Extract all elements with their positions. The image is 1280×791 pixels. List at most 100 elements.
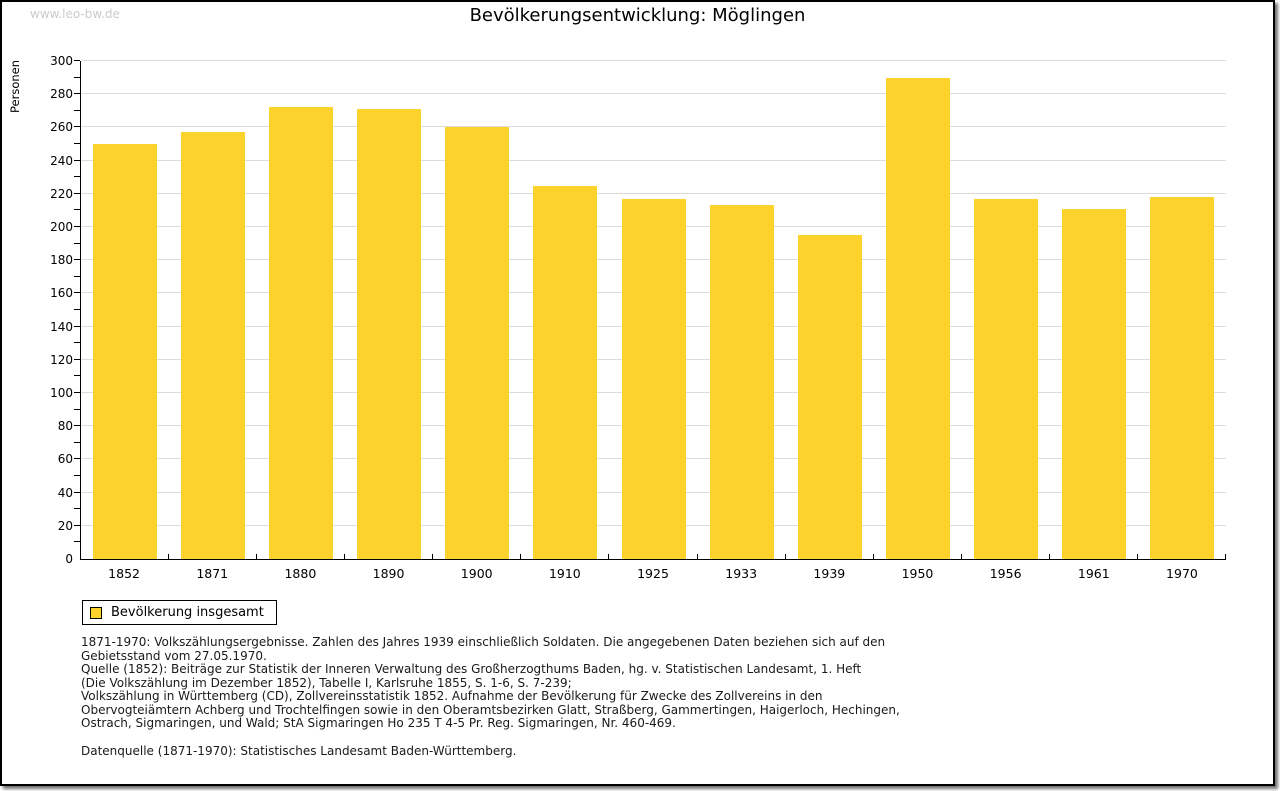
y-tick-label: 300	[50, 54, 73, 68]
y-tick	[74, 375, 80, 377]
bar-1880	[269, 107, 334, 559]
y-tick-label: 20	[57, 518, 73, 533]
plot-area: 0 20 40 60 80 100 120 140 160 180 200 220 240 260 280 3…	[50, 54, 1226, 566]
bar-cell	[1138, 61, 1226, 559]
bar-cell	[786, 61, 874, 559]
y-tick-label: 100	[50, 385, 73, 400]
bar-1956	[973, 198, 1038, 559]
bar-1890	[357, 109, 422, 559]
bar-cell	[962, 61, 1050, 559]
y-tick-label: 120	[50, 352, 73, 367]
x-tick-label: 1950	[901, 566, 934, 581]
y-tick	[74, 358, 80, 360]
legend-box: Bevölkerung insgesamt	[82, 600, 277, 625]
y-tick-label: 140	[50, 319, 73, 334]
y-tick	[74, 225, 80, 227]
bar-1933	[709, 205, 774, 559]
y-tick	[74, 159, 80, 161]
x-tick	[520, 554, 522, 559]
y-tick-label: 200	[50, 219, 73, 234]
footnote-line: Volkszählung in Württemberg (CD), Zollve…	[81, 689, 823, 703]
bar-1910	[533, 185, 598, 559]
y-tick	[74, 60, 80, 61]
y-tick-label: 160	[50, 286, 73, 301]
y-tick	[74, 325, 80, 327]
page-title: Bevölkerungsentwicklung: Möglingen	[469, 5, 806, 26]
x-tick-label: 1939	[813, 566, 846, 581]
x-tick	[608, 554, 610, 559]
bar-series	[81, 61, 1226, 559]
x-tick-label: 1910	[548, 566, 581, 581]
x-axis-labels: 1852 1871 1880 1890 1900 1910 1925 1933 1939 1950…	[80, 566, 1226, 581]
y-tick-label: 280	[50, 87, 73, 102]
footnote-line: (Die Volkszählung im Dezember 1852), Tab…	[81, 675, 572, 690]
y-tick	[74, 275, 80, 277]
y-tick	[74, 176, 80, 178]
y-tick	[74, 475, 80, 476]
x-tick	[344, 554, 346, 559]
gridline	[81, 60, 1226, 61]
bar-cell	[874, 61, 962, 559]
bar-cell	[345, 61, 433, 559]
gridline	[81, 93, 1226, 95]
y-tick	[74, 491, 80, 493]
gridline	[81, 192, 1226, 194]
y-tick	[74, 209, 80, 211]
gridline	[81, 159, 1226, 161]
x-tick	[872, 554, 874, 559]
y-tick-label: 240	[50, 153, 73, 168]
y-tick-label: 220	[50, 186, 73, 201]
y-tick	[74, 425, 80, 427]
bar-cell	[169, 61, 257, 559]
y-tick-label: 40	[57, 485, 73, 500]
bar-1925	[621, 198, 686, 559]
bar-cell	[81, 61, 169, 559]
x-tick	[1048, 554, 1050, 559]
y-tick	[74, 142, 80, 144]
x-tick-label: 1961	[1077, 566, 1110, 581]
x-tick	[960, 554, 962, 559]
y-tick	[74, 292, 80, 294]
y-tick-label: 260	[50, 120, 73, 135]
bar-cell	[521, 61, 609, 559]
y-tick	[74, 458, 80, 460]
x-tick-label: 1933	[725, 566, 758, 581]
bar-1900	[445, 127, 510, 559]
y-tick	[74, 441, 80, 443]
bar-1970	[1149, 197, 1214, 559]
x-tick-label: 1890	[372, 566, 405, 581]
bar-1939	[797, 235, 862, 559]
y-tick-label: 180	[50, 253, 73, 268]
data-source-line: Datenquelle (1871-1970): Statistisches L…	[81, 743, 517, 758]
footnote-line: 1871-1970: Volkszählungsergebnisse. Zahl…	[81, 635, 886, 649]
bar-1950	[885, 77, 950, 559]
bar-cell	[609, 61, 697, 559]
bar-1852	[93, 144, 158, 559]
y-tick-label: 60	[57, 452, 73, 467]
x-tick	[1136, 554, 1138, 559]
y-tick	[74, 259, 80, 261]
watermark-url: www.leo-bw.de	[30, 7, 120, 21]
y-tick	[74, 408, 80, 410]
x-tick-label: 1900	[460, 566, 493, 581]
legend-swatch-icon	[90, 606, 102, 619]
y-tick	[74, 126, 80, 128]
y-tick-label: 80	[57, 419, 73, 434]
y-axis-title: Personen	[8, 59, 22, 113]
footnote-line: Quelle (1852): Beiträge zur Statistik de…	[81, 662, 862, 676]
x-tick-label: 1970	[1166, 566, 1198, 581]
y-tick	[74, 93, 80, 95]
footnote-line: Obervogteiämtern Achberg und Trochtelfin…	[81, 702, 900, 717]
y-tick	[74, 76, 80, 78]
y-tick	[74, 192, 80, 194]
x-tick	[1225, 554, 1226, 559]
y-tick	[74, 508, 80, 510]
y-tick	[74, 242, 80, 244]
gridline	[81, 126, 1226, 128]
bar-cell	[1050, 61, 1138, 559]
y-tick	[74, 342, 80, 344]
y-tick	[74, 109, 80, 111]
bar-1961	[1061, 208, 1126, 559]
x-tick-label: 1956	[989, 566, 1022, 581]
